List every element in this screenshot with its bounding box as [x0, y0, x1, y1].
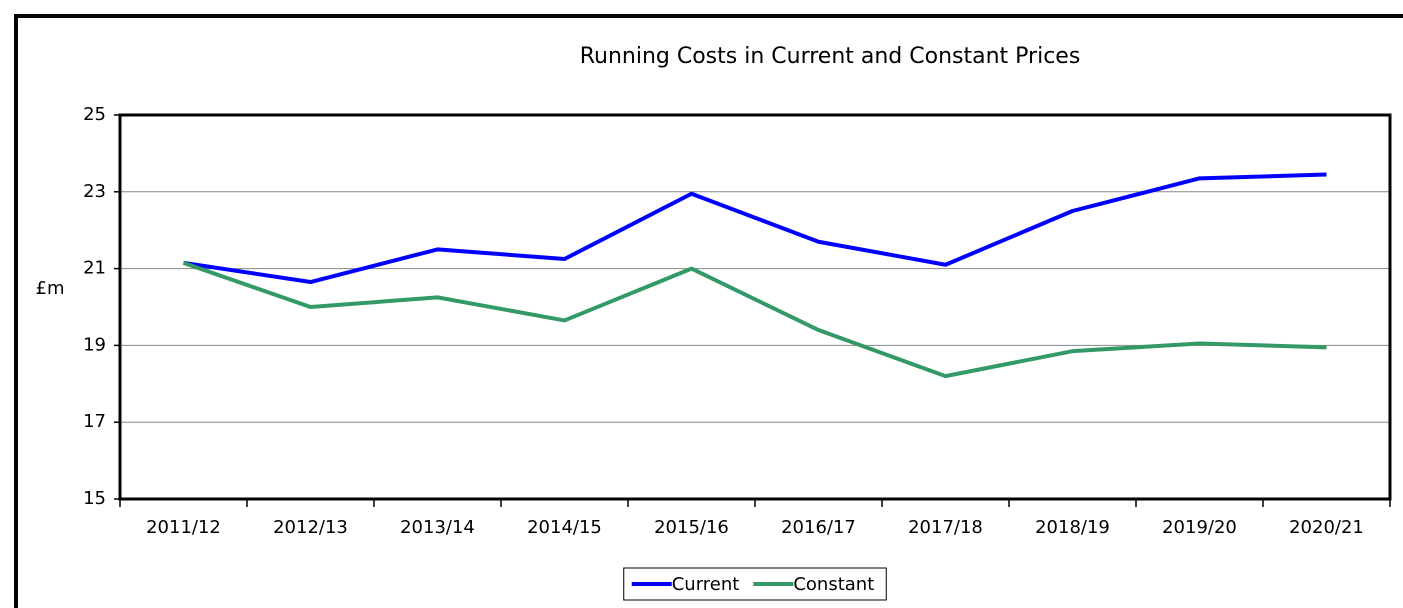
y-tick-label: 15 — [83, 488, 106, 509]
legend-label: Current — [672, 574, 740, 595]
y-tick-label: 19 — [83, 334, 106, 355]
legend-label: Constant — [793, 574, 874, 595]
y-tick-label: 21 — [83, 258, 106, 279]
chart-title: Running Costs in Current and Constant Pr… — [580, 44, 1081, 69]
x-tick-label: 2017/18 — [908, 517, 983, 538]
x-tick-label: 2015/16 — [654, 517, 729, 538]
x-tick-label: 2011/12 — [146, 517, 221, 538]
x-tick-label: 2016/17 — [781, 517, 856, 538]
chart-frame — [14, 14, 1403, 608]
line-series — [182, 260, 1327, 379]
x-tick-label: 2012/13 — [273, 517, 348, 538]
x-tick-label: 2019/20 — [1162, 517, 1237, 538]
y-tick-label: 23 — [83, 181, 106, 202]
y-axis-label: £m — [36, 278, 65, 299]
line-series — [183, 172, 1327, 285]
y-tick-label: 17 — [83, 411, 106, 432]
x-tick-label: 2013/14 — [400, 517, 475, 538]
x-tick-label: 2014/15 — [527, 517, 602, 538]
x-tick-label: 2020/21 — [1289, 517, 1364, 538]
x-tick-label: 2018/19 — [1035, 517, 1110, 538]
y-tick-label: 25 — [83, 104, 106, 125]
